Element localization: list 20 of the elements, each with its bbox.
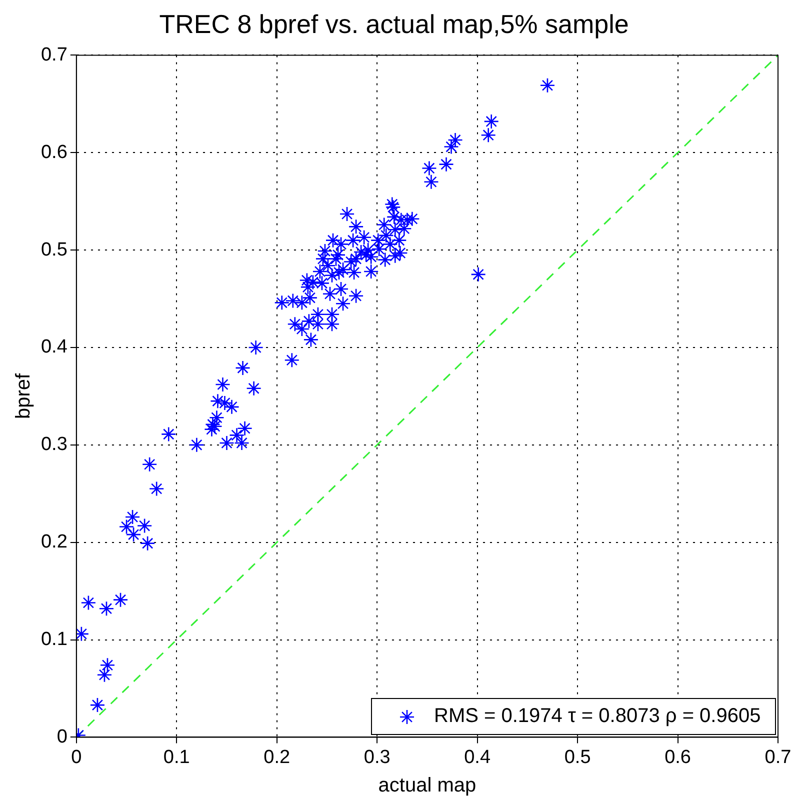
x-tick-label: 0.7 — [764, 746, 792, 768]
y-tick-label: 0.1 — [40, 629, 68, 650]
y-tick-label: 0.7 — [40, 44, 68, 66]
y-tick-label: 0.3 — [40, 434, 68, 456]
x-tick-label: 0.3 — [364, 746, 390, 768]
y-tick-label: 0.5 — [40, 239, 68, 260]
legend-label: RMS = 0.1974 τ = 0.8073 ρ = 0.9605 — [434, 705, 761, 728]
x-tick-label: 0 — [71, 746, 82, 768]
y-tick-label: 0.6 — [40, 142, 68, 163]
x-tick-label: 0.2 — [264, 746, 290, 768]
x-tick-label: 0.6 — [664, 746, 691, 768]
y-tick-label: 0.4 — [40, 336, 68, 358]
y-tick-label: 0 — [56, 726, 68, 748]
chart-title: TREC 8 bpref vs. actual map,5% sample — [159, 8, 629, 39]
x-tick-label: 0.1 — [163, 746, 190, 768]
y-axis-title: bpref — [12, 372, 35, 419]
x-tick-label: 0.4 — [464, 746, 491, 768]
x-axis-title: actual map — [378, 774, 476, 797]
x-tick-label: 0.5 — [564, 746, 591, 768]
y-tick-label: 0.2 — [40, 532, 68, 553]
